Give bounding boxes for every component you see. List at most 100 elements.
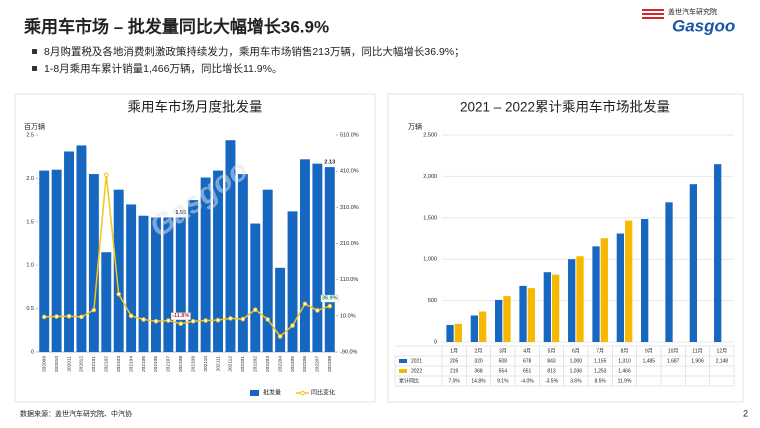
data-label: 36.9% [322, 296, 338, 302]
x-tick-label: 202207 [315, 356, 321, 372]
line-marker [277, 334, 283, 339]
table-cell: 1,253 [594, 368, 607, 374]
x-tick-label: 202010 [54, 356, 60, 372]
logo-stripe [642, 9, 664, 11]
table-row-label: 累计同比 [399, 377, 419, 384]
bar [479, 311, 487, 342]
data-label: 2.13 [324, 160, 335, 166]
table-cell: 3.6% [570, 378, 582, 384]
line-marker [190, 318, 196, 324]
x-tick-label: 11月 [692, 348, 702, 354]
line-marker [91, 307, 97, 313]
bar [200, 177, 211, 352]
line-marker [79, 314, 84, 320]
source: 数据来源：盖世汽车研究院、中汽协 [20, 409, 132, 418]
y2-tick-label: 210.0% [340, 241, 359, 247]
data-label-box [171, 312, 191, 320]
logo-cn: 盖世汽车研究院 [668, 7, 717, 16]
line-marker [327, 303, 333, 309]
x-tick-label: 10月 [668, 348, 679, 354]
x-tick-label: 202205 [290, 356, 296, 372]
logo-stripe [642, 13, 664, 15]
bar [446, 325, 454, 342]
table-cell: 1,485 [643, 358, 656, 364]
line-marker [302, 301, 308, 307]
line-marker [128, 313, 134, 319]
bar [552, 274, 560, 342]
bar [51, 169, 62, 352]
x-tick-label: 5月 [548, 348, 556, 354]
table-cell: 320 [474, 358, 483, 364]
x-tick-label: 202009 [41, 356, 47, 372]
page-number: 2 [743, 408, 748, 418]
legend-swatch [300, 390, 305, 396]
x-tick-label: 202105 [141, 356, 147, 372]
line-marker [153, 318, 159, 324]
table-cell: 651 [523, 368, 532, 374]
line-marker [203, 318, 208, 323]
bar [568, 259, 576, 342]
bar [527, 288, 535, 342]
legend-label: 同比变化 [311, 389, 335, 397]
bar [150, 217, 161, 352]
line-marker [290, 323, 295, 328]
table-cell: 7.0% [448, 378, 460, 384]
line-marker [103, 172, 109, 178]
table-cell: 554 [499, 368, 508, 374]
table-cell: 813 [547, 368, 556, 374]
table-cell: 11.9% [618, 378, 632, 384]
bar [262, 189, 273, 352]
data-label: 1.55 [175, 210, 186, 216]
bar [175, 217, 186, 352]
bar [225, 140, 236, 352]
table-cell: 14.8% [471, 378, 486, 384]
table-cell: 1,000 [570, 358, 583, 364]
bar [299, 159, 310, 352]
x-tick-label: 202204 [277, 356, 283, 372]
bar [495, 299, 503, 342]
legend-label: 批发量 [263, 389, 281, 397]
table-cell: 2,148 [716, 358, 729, 364]
bar [39, 170, 50, 352]
table-cell: 9.1% [497, 378, 509, 384]
x-tick-label: 202107 [166, 356, 172, 372]
legend-swatch [399, 369, 407, 373]
slide-title: 乘用车市场 – 批发量同比大幅增长36.9% [23, 16, 329, 36]
line-marker [252, 307, 258, 312]
bar [454, 323, 462, 342]
x-tick-label: 7月 [596, 348, 604, 354]
bar [312, 163, 323, 352]
table-cell: 8.5% [594, 378, 606, 384]
x-tick-label: 202104 [128, 356, 134, 372]
x-tick-label: 202206 [302, 356, 308, 372]
x-tick-label: 202111 [215, 356, 221, 372]
y2-tick-label: 410.0% [340, 169, 359, 175]
line-marker [315, 308, 320, 313]
bar [138, 215, 149, 352]
table-cell: 843 [547, 358, 556, 364]
bar [237, 174, 248, 352]
bar [76, 145, 87, 352]
line-marker [228, 316, 233, 321]
x-tick-label: 202201 [240, 356, 246, 372]
x-tick-label: 202112 [228, 356, 234, 372]
bar [250, 223, 261, 352]
table-cell: 678 [523, 358, 532, 364]
x-tick-label: 1月 [450, 348, 458, 354]
bar [275, 267, 286, 352]
y-tick-label: 2.0 [26, 176, 34, 182]
bar [101, 252, 112, 352]
x-tick-label: 202110 [203, 356, 209, 372]
y-tick-label: 0 [434, 339, 437, 345]
bar [88, 174, 99, 352]
bullet: 8月购置税及各地消费刺激政策持续发力，乘用车市场销售213万辆，同比大幅增长36… [44, 45, 465, 58]
line-marker [178, 321, 184, 327]
x-tick-label: 202012 [79, 356, 85, 372]
table-cell: 1,155 [594, 358, 607, 364]
bar [616, 233, 624, 342]
chart-panel [387, 93, 744, 403]
y2-tick-label: 510.0% [340, 132, 359, 138]
bar [592, 246, 600, 342]
y-tick-label: 1,000 [423, 257, 437, 263]
